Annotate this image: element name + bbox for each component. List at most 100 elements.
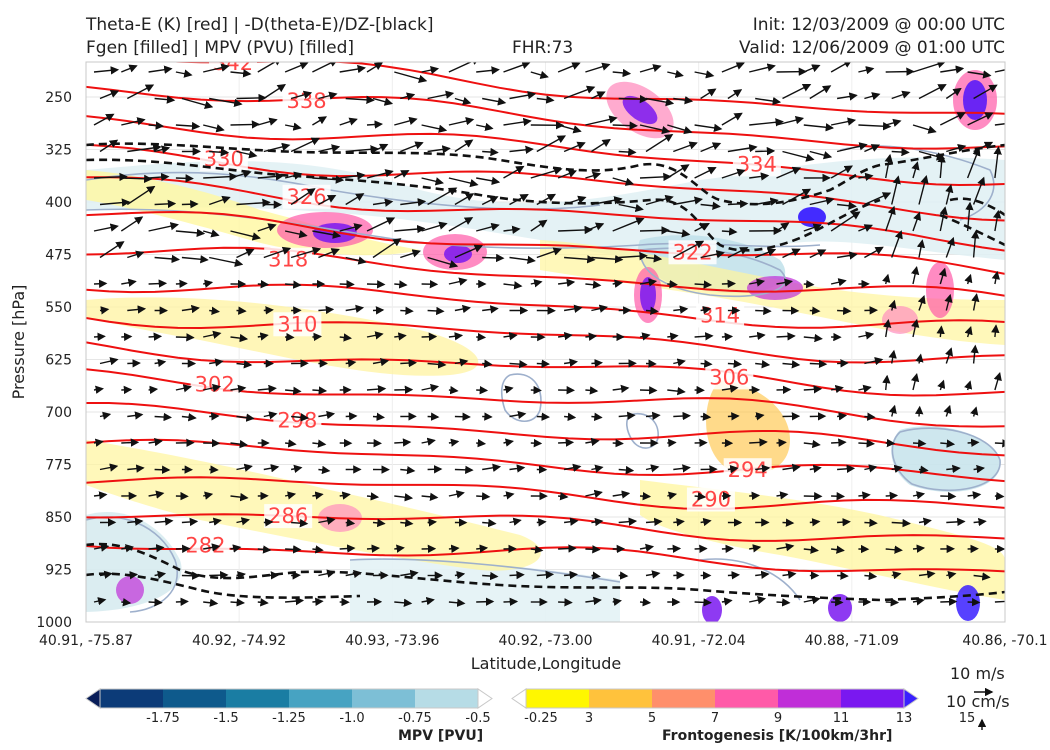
wind-vector — [912, 211, 922, 232]
wind-vector — [721, 62, 745, 73]
wind-vector — [318, 305, 335, 315]
wind-vector — [121, 117, 146, 126]
wind-vector — [782, 570, 797, 579]
wind-vector — [482, 359, 493, 368]
wind-vector — [284, 62, 309, 73]
wind-vector — [230, 492, 249, 502]
wind-vector — [831, 545, 845, 554]
wind-vector — [454, 358, 469, 367]
wind-vector — [482, 253, 505, 263]
wind-vector — [885, 491, 899, 500]
theta-e-label: 338 — [287, 89, 327, 113]
wind-vector — [148, 437, 163, 447]
wind-vector — [339, 333, 352, 342]
theta-e-label: 318 — [268, 248, 308, 272]
wind-vector — [236, 150, 258, 159]
colorbar-frame — [525, 688, 905, 709]
wind-vector — [291, 413, 309, 422]
wind-vector — [694, 123, 723, 133]
wind-vector — [263, 411, 278, 420]
wind-vector — [148, 279, 168, 288]
wind-vector — [639, 386, 658, 395]
wind-vector — [236, 517, 250, 526]
wind-vector — [263, 306, 274, 315]
wind-vector — [257, 223, 277, 232]
wind-vector — [257, 545, 272, 554]
wind-vector — [667, 124, 693, 135]
wind-vector — [175, 69, 193, 78]
dthetae-dz-contour — [86, 542, 1005, 602]
wind-vector — [509, 145, 534, 155]
wind-vector — [944, 293, 953, 311]
wind-vector — [230, 120, 261, 129]
wind-vector — [236, 463, 253, 472]
wind-vector — [836, 251, 858, 260]
wind-vector — [181, 200, 199, 209]
wind-vector — [938, 267, 947, 285]
wind-vector — [421, 437, 436, 446]
wind-vector — [612, 68, 632, 78]
wind-vector — [476, 597, 495, 606]
init-time: Init: 12/03/2009 @ 00:00 UTC — [752, 15, 1005, 35]
wind-vector — [263, 518, 274, 527]
wind-vector — [536, 359, 550, 368]
wind-vector — [312, 62, 339, 73]
colorbar-segment — [163, 689, 227, 708]
colorbar-tick-label: 9 — [774, 711, 782, 726]
wind-vector — [564, 412, 577, 422]
wind-vector — [127, 626, 144, 629]
contour-label-bg — [705, 365, 754, 390]
wind-vector — [148, 222, 179, 232]
wind-vector — [339, 171, 366, 180]
wind-vector — [558, 438, 575, 447]
wind-vector — [175, 597, 189, 606]
wind-vector — [918, 465, 929, 474]
wind-vector — [312, 116, 328, 126]
wind-vector — [93, 66, 120, 75]
wind-vector — [209, 412, 220, 421]
wind-vector — [285, 280, 302, 289]
wind-vector — [482, 629, 498, 630]
wind-vector — [345, 145, 379, 154]
wind-vector — [612, 217, 645, 232]
colorbar-tick-label: -1.75 — [146, 711, 180, 726]
wind-vector — [618, 411, 636, 420]
y-axis-label: Pressure [hPa] — [9, 285, 28, 400]
wind-vector — [993, 146, 1002, 179]
wind-vector — [618, 94, 649, 104]
wind-vector — [810, 627, 818, 628]
wind-vector — [400, 141, 424, 153]
wind-vector — [966, 147, 981, 179]
wind-vector — [236, 571, 246, 580]
wind-vector — [366, 280, 386, 289]
dthetae-dz-contour — [86, 572, 361, 599]
wind-vector — [727, 465, 739, 474]
wind-vector — [394, 71, 428, 83]
wind-vector — [285, 596, 305, 606]
theta-e-label: 282 — [185, 534, 225, 558]
wind-vector — [700, 142, 722, 153]
wind-vector — [291, 518, 309, 528]
theta-e-label: 314 — [700, 303, 740, 327]
wind-vector — [290, 137, 321, 153]
wind-vector — [209, 148, 230, 157]
wind-vector — [203, 124, 225, 133]
wind-vector — [721, 332, 734, 342]
wind-vector — [230, 598, 245, 607]
colorbar-tick-label: 13 — [896, 711, 913, 726]
x-axis-ticks: 40.91, -75.87 40.92, -74.92 40.93, -73.96 4… — [39, 633, 1048, 649]
wind-vector — [394, 116, 418, 126]
y-tick-label: 325 — [45, 143, 72, 159]
wind-vector — [154, 95, 176, 104]
wind-vector — [121, 332, 133, 342]
vector-key-horizontal-label: 10 m/s — [950, 664, 1005, 683]
wind-vector — [121, 598, 132, 607]
wind-vector — [612, 384, 630, 394]
wind-vector — [503, 491, 515, 500]
wind-vector — [264, 627, 279, 629]
wind-vector — [837, 517, 851, 527]
wind-vector — [694, 332, 714, 341]
colorbar-extend-high — [477, 688, 493, 709]
wind-vector — [203, 63, 230, 73]
y-tick-label: 625 — [45, 353, 72, 369]
